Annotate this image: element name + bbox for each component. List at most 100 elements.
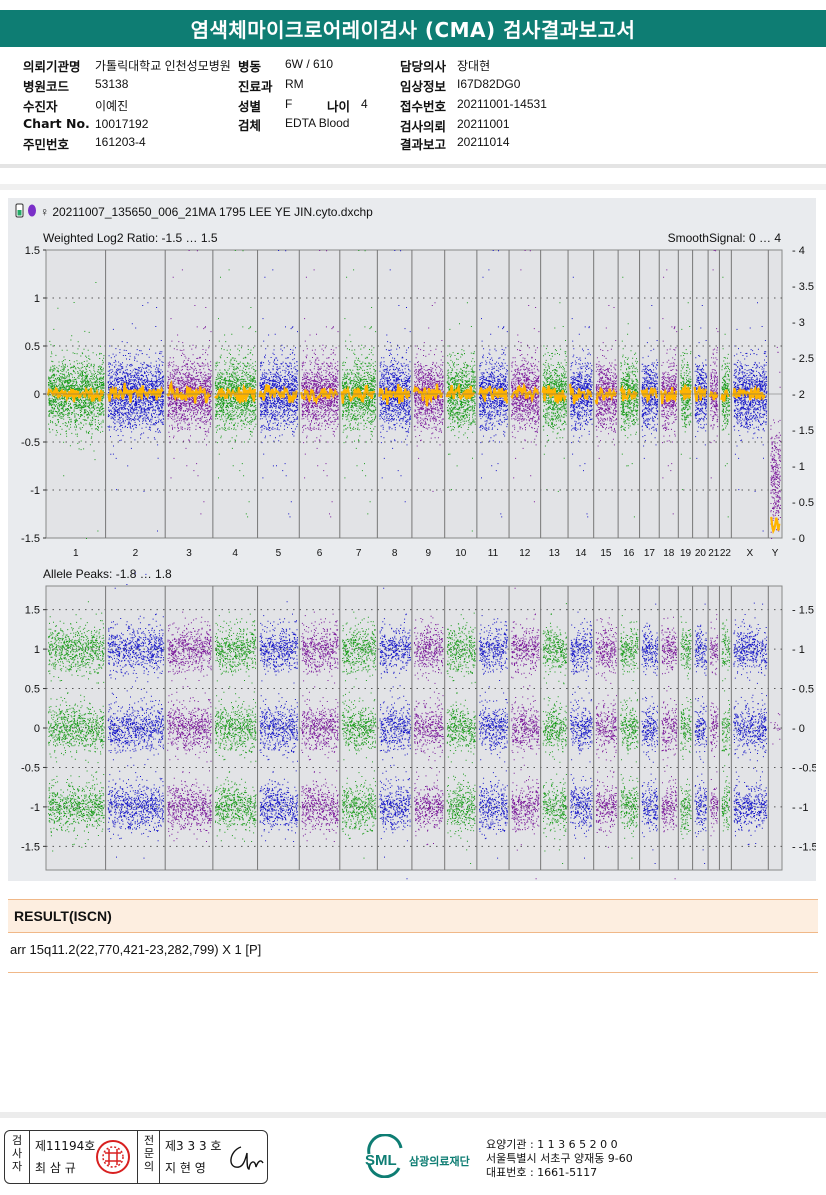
chromosome-label: 8 (392, 548, 398, 559)
cma-plot: 1 2 3 4 5 6 7 8 9 10 11 12 13 14 15 16 17 18 19 20 21 22 X Y1.5… (15, 203, 816, 880)
marker-icon (28, 204, 36, 217)
chromosome-label: 14 (575, 548, 587, 559)
log2-ratio-label: Weighted Log2 Ratio: -1.5 … 1.5 (43, 231, 218, 245)
field-value: 20211001-14531 (457, 97, 547, 111)
field-value: 10017192 (95, 117, 149, 131)
field-key: 결과보고 (400, 137, 447, 152)
chromosome-label: 7 (356, 548, 362, 559)
field-key: 나이 (327, 99, 351, 114)
battery-level-icon (17, 210, 22, 216)
y2-tick-label: - 0 (792, 723, 805, 735)
sig2-number: 제3 3 3 호 (165, 1139, 222, 1153)
y-tick-label: -1 (30, 485, 40, 497)
chromosome-9-allele-points (413, 615, 444, 846)
chromosome-2-points (107, 302, 165, 532)
y2-tick-label: - 3.5 (792, 281, 814, 293)
chromosome-label: 6 (317, 548, 323, 559)
report-title-bar: 염색체마이크로어레이검사 (CMA) 검사결과보고서 (0, 10, 826, 47)
smooth-signal-line (46, 386, 105, 403)
field-key: Chart No. (23, 116, 90, 131)
chromosome-label: Y (772, 548, 779, 559)
y2-tick-label: - 0.5 (792, 497, 814, 509)
chromosome-14-points (570, 276, 593, 518)
field-value: F (285, 97, 293, 111)
y-tick-label: -0.5 (21, 762, 40, 774)
org-line: 서울특별시 서초구 양재동 9-60 (486, 1152, 633, 1165)
field-key: 검체 (238, 118, 262, 133)
chromosome-22-points (721, 276, 731, 518)
chromosome-4-allele-points (214, 611, 257, 842)
chromosome-5-points (259, 250, 299, 518)
chromosome-21-allele-points (710, 614, 719, 837)
handwritten-signature (230, 1146, 264, 1170)
y-tick-label: 0 (34, 389, 40, 401)
chromosome-1-points (48, 282, 105, 539)
chromosome-label: 4 (232, 548, 238, 559)
chromosome-16-points (620, 276, 639, 518)
result-heading: RESULT(ISCN) (14, 908, 112, 924)
y-tick-label: 0 (34, 723, 40, 735)
smooth-signal-line (619, 384, 638, 402)
field-key: 접수번호 (400, 99, 447, 114)
result-iscn: arr 15q11.2(22,770,421-23,282,799) X 1 [… (10, 942, 262, 957)
field-value: 20211014 (457, 135, 510, 149)
field-value: 6W / 610 (285, 57, 334, 71)
y2-tick-label: - -1 (792, 802, 809, 814)
cma-plot-panel: 1 2 3 4 5 6 7 8 9 10 11 12 13 14 15 16 17 18 19 20 21 22 X Y 1.5… (8, 198, 816, 881)
y2-tick-label: - 1.5 (792, 425, 814, 437)
chromosome-label: 5 (276, 548, 282, 559)
smooth-signal-line (732, 384, 766, 401)
field-key: 주민번호 (23, 137, 70, 152)
chromosome-label: 13 (549, 548, 561, 559)
org-logo: SML 삼광의료재단 (365, 1134, 470, 1178)
y-tick-label: 1.5 (25, 245, 40, 257)
section-divider (0, 164, 826, 168)
smooth-signal-line (107, 382, 164, 403)
chromosome-13-allele-points (542, 603, 567, 864)
y2-tick-label: - 3 (792, 317, 805, 329)
chromosome-X-allele-points (733, 602, 768, 846)
chromosome-20-allele-points (694, 603, 708, 864)
chromosome-14-allele-points (570, 611, 593, 859)
patient-info: 의뢰기관명 가톨릭대학교 인천성모병원 병원코드 53138 수진자 이예진 C… (0, 52, 826, 162)
chromosome-label: 9 (426, 548, 432, 559)
y2-tick-label: - -0.5 (792, 762, 816, 774)
field-value: 장대현 (457, 59, 491, 73)
smooth-signal-line (166, 379, 212, 404)
chromosome-label: 22 (720, 548, 732, 559)
smooth-signal-line (720, 389, 730, 402)
y-tick-label: 1 (34, 644, 40, 656)
field-value: 4 (361, 97, 368, 111)
chromosome-6-points (301, 250, 339, 518)
divider (137, 1131, 138, 1183)
org-line: 요양기관 : 1 1 3 6 5 2 0 0 (486, 1138, 618, 1151)
y2-tick-label: - 1 (792, 644, 805, 656)
chromosome-17-allele-points (641, 603, 659, 864)
chromosome-20-points (694, 305, 708, 459)
chromosome-label: 3 (186, 548, 192, 559)
chromosome-7-allele-points (341, 611, 377, 859)
sig1-number: 제11194호 (35, 1139, 96, 1153)
smooth-signal-line (594, 386, 617, 405)
file-label: ♀ 20211007_135650_006_21MA 1795 LEE YE J… (40, 205, 373, 219)
field-key: 병동 (238, 59, 262, 74)
y-tick-label: 1 (34, 293, 40, 305)
field-key: 담당의사 (400, 59, 447, 74)
y2-tick-label: - 0 (792, 533, 805, 545)
chromosome-label: 16 (623, 548, 635, 559)
chromosome-19-allele-points (680, 616, 692, 840)
y-tick-label: 0.5 (25, 684, 40, 696)
field-value: I67D82DG0 (457, 77, 521, 91)
y-tick-label: 1.5 (25, 605, 40, 617)
smooth-signal-line (640, 387, 658, 404)
sig1-name: 최 삼 규 (35, 1161, 76, 1175)
y-tick-label: -1 (30, 802, 40, 814)
org-info: 요양기관 : 1 1 3 6 5 2 0 0 서울특별시 서초구 양재동 9-6… (486, 1138, 633, 1180)
chromosome-6-allele-points (301, 611, 339, 842)
chromosome-Y-points (770, 346, 781, 539)
field-key: 수진자 (23, 99, 58, 114)
chromosome-label: 20 (695, 548, 707, 559)
chromosome-5-allele-points (259, 601, 299, 842)
